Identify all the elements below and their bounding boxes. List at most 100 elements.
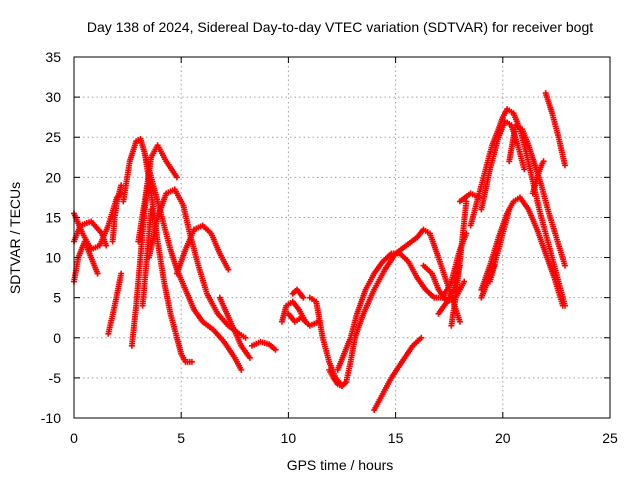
sample-marks <box>361 288 377 315</box>
sample-marks <box>211 328 226 344</box>
sample-marks <box>348 312 360 339</box>
y-tick-labels: -10 -5 0 5 10 15 20 25 30 35 <box>41 49 61 426</box>
sample-marks <box>135 200 148 243</box>
y-tick-label: 0 <box>53 330 61 346</box>
data-point <box>491 262 498 269</box>
sample-marks <box>493 232 506 259</box>
data-point <box>521 166 528 173</box>
sample-marks <box>405 235 419 248</box>
data-point <box>300 294 307 301</box>
sample-marks <box>285 300 294 308</box>
sample-marks <box>380 376 394 395</box>
sample-marks <box>120 160 133 203</box>
sample-marks <box>154 240 167 283</box>
data-point <box>118 270 125 277</box>
sample-marks <box>105 304 118 335</box>
sample-marks <box>320 336 332 363</box>
x-tick-label: 15 <box>388 430 404 446</box>
sample-marks <box>538 184 551 211</box>
sample-marks <box>232 356 244 371</box>
sample-marks <box>290 300 301 312</box>
sample-marks <box>142 152 154 179</box>
sample-marks <box>458 191 472 204</box>
sample-marks <box>259 339 270 347</box>
sample-marks <box>543 232 555 259</box>
data-point <box>506 206 513 213</box>
sample-marks <box>209 232 222 255</box>
sample-marks <box>383 252 398 271</box>
sample-marks <box>372 260 385 275</box>
sample-marks <box>217 296 233 323</box>
sample-marks <box>543 252 557 279</box>
sample-marks <box>415 228 426 239</box>
sample-marks <box>372 392 385 411</box>
sample-marks <box>487 236 501 267</box>
sample-marks <box>192 308 205 324</box>
sample-marks <box>469 191 481 200</box>
sample-marks <box>251 339 262 348</box>
sample-marks <box>549 256 561 283</box>
sample-marks <box>79 219 93 228</box>
sample-marks <box>372 268 387 291</box>
sample-marks <box>514 123 523 131</box>
x-tick-label: 5 <box>177 430 185 446</box>
sample-marks <box>363 272 377 291</box>
sample-marks <box>299 316 312 328</box>
sample-marks <box>109 216 118 243</box>
sample-marks <box>155 144 169 163</box>
x-tick-label: 20 <box>495 430 511 446</box>
sample-marks <box>489 128 501 147</box>
sample-marks <box>422 227 431 236</box>
sample-marks <box>515 144 527 171</box>
sample-marks <box>468 192 482 227</box>
data-point <box>148 206 155 213</box>
data-points <box>71 90 568 413</box>
sample-marks <box>436 300 449 315</box>
sample-marks <box>352 312 366 339</box>
sample-marks <box>205 292 220 315</box>
y-tick-label: -10 <box>41 410 61 426</box>
series-arc-21 <box>371 334 425 413</box>
sample-marks <box>500 208 512 235</box>
series-arc-4 <box>105 270 125 337</box>
sample-marks <box>216 312 230 328</box>
y-tick-label: 35 <box>45 49 61 65</box>
sample-marks <box>217 252 231 271</box>
sample-marks <box>512 195 521 204</box>
sample-marks <box>238 332 247 340</box>
sample-marks <box>459 200 470 243</box>
series-arc-31 <box>506 122 568 269</box>
sample-marks <box>452 240 465 299</box>
sample-marks <box>381 252 393 263</box>
sample-marks <box>506 124 519 163</box>
sample-marks <box>137 208 148 259</box>
series-arc-11 <box>139 206 155 309</box>
sample-marks <box>201 320 215 332</box>
sample-marks <box>139 256 150 307</box>
series-arc-32 <box>529 158 547 197</box>
sample-marks <box>193 223 204 232</box>
sample-marks <box>523 152 536 183</box>
data-point <box>238 366 245 373</box>
sample-marks <box>161 280 174 315</box>
sample-marks <box>479 264 493 291</box>
y-tick-label: 20 <box>45 169 61 185</box>
sample-marks <box>406 260 419 279</box>
sample-marks <box>411 336 423 348</box>
sample-marks <box>183 228 197 251</box>
series-arc-27 <box>478 118 528 213</box>
y-tick-label: -5 <box>49 370 62 386</box>
sample-marks <box>155 192 169 219</box>
data-point <box>559 302 566 309</box>
sample-marks <box>239 344 252 360</box>
x-tick-label: 0 <box>70 430 78 446</box>
sample-marks <box>506 107 515 115</box>
data-point <box>272 346 279 353</box>
sample-marks <box>327 368 336 379</box>
sample-marks <box>331 376 340 386</box>
sample-marks <box>341 336 353 355</box>
sample-marks <box>476 168 489 195</box>
series-arc-30 <box>478 262 498 301</box>
y-tick-label: 15 <box>45 209 61 225</box>
